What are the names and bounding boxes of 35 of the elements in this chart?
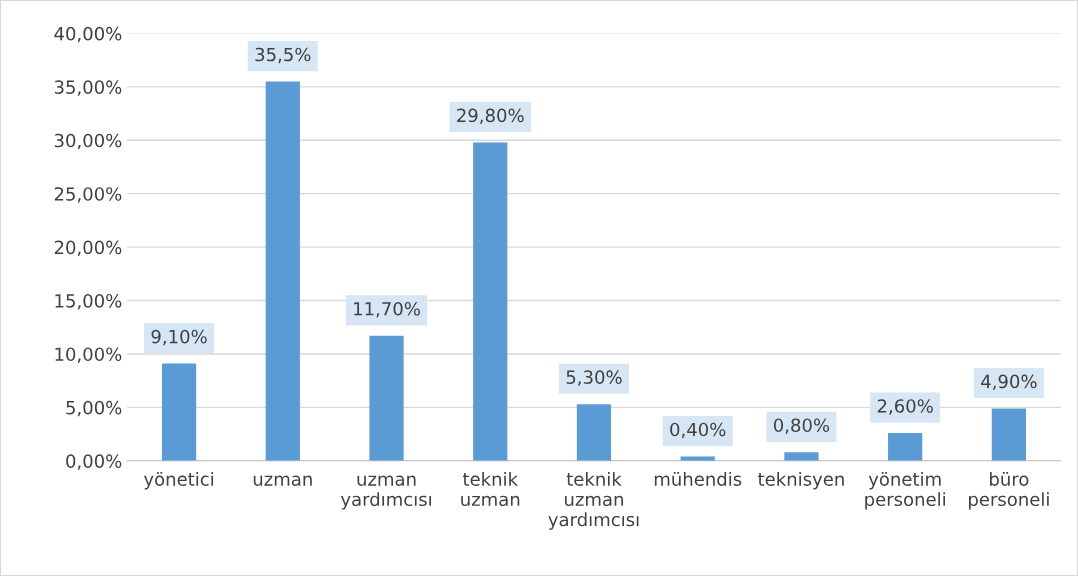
y-tick-label: 15,00% xyxy=(55,293,122,310)
data-label: 4,90% xyxy=(981,374,1037,391)
x-tick-label: teknik uzman xyxy=(461,471,520,507)
bar xyxy=(161,363,197,461)
y-tick-label: 40,00% xyxy=(54,26,122,43)
x-tick-label: mühendis xyxy=(654,471,742,486)
x-tick-label: büro personeli xyxy=(969,471,1049,510)
data-label: 11,70% xyxy=(354,301,420,318)
x-tick-label: uzman xyxy=(253,475,312,486)
data-label: 9,10% xyxy=(151,329,207,346)
y-tick-label: 20,00% xyxy=(54,240,122,257)
x-tick-label: yönetici xyxy=(143,471,214,490)
x-tick-label: uzman yardımcısı xyxy=(340,475,431,510)
data-label: 0,80% xyxy=(773,418,830,434)
bar xyxy=(888,433,923,461)
y-tick-label: 5,00% xyxy=(66,400,122,417)
data-label: 5,30% xyxy=(566,370,622,386)
x-tick-label: teknisyen xyxy=(758,471,844,490)
y-tick-label: 10,00% xyxy=(55,347,122,363)
data-label: 0,40% xyxy=(670,422,726,439)
y-tick-label: 30,00% xyxy=(54,133,122,150)
x-tick-label: teknik uzman yardımcısı xyxy=(548,471,639,530)
bar xyxy=(473,142,508,461)
bar xyxy=(576,404,612,461)
y-tick-label: 0,00% xyxy=(66,454,122,470)
y-tick-label: 35,00% xyxy=(54,80,122,96)
bar xyxy=(369,335,404,461)
data-label: 2,60% xyxy=(877,399,933,415)
x-tick-label: yönetim personeli xyxy=(865,471,945,510)
data-label: 35,5% xyxy=(255,47,311,64)
bar xyxy=(265,81,300,461)
bar xyxy=(991,408,1026,461)
y-tick-label: 25,00% xyxy=(54,187,122,203)
data-label: 29,80% xyxy=(457,108,524,125)
bar xyxy=(784,452,819,461)
